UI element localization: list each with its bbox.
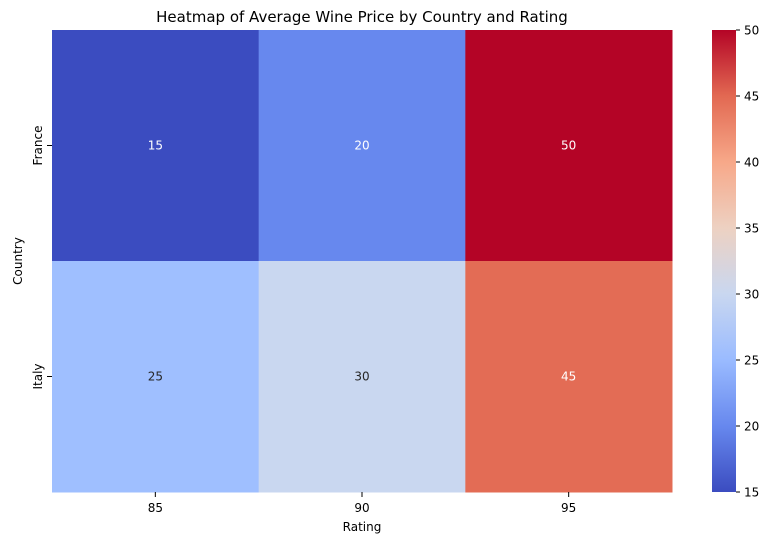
x-tick-label: 90 (354, 501, 369, 515)
x-tick-label: 95 (561, 501, 576, 515)
cell-value-label: 15 (148, 139, 163, 153)
chart-title: Heatmap of Average Wine Price by Country… (156, 8, 568, 26)
heatmap-cell (465, 261, 673, 493)
heatmap-cell (52, 261, 260, 493)
cell-value-label: 30 (354, 370, 369, 384)
colorbar-tick-label: 50 (744, 24, 759, 38)
cell-value-label: 45 (561, 370, 576, 384)
colorbar-tick-label: 35 (744, 222, 759, 236)
y-tick-label: France (31, 126, 45, 166)
colorbar-tick-label: 25 (744, 354, 759, 368)
colorbar (712, 30, 736, 492)
colorbar-ticks: 15 20 25 30 35 40 45 50 (736, 24, 759, 500)
x-axis-label: Rating (343, 520, 382, 534)
heatmap-cell (258, 261, 466, 493)
cell-value-label: 25 (148, 370, 163, 384)
x-tick-label: 85 (148, 501, 163, 515)
cell-value-label: 50 (561, 139, 576, 153)
heatmap-cell (52, 30, 260, 262)
x-axis: 85 90 95 (148, 492, 576, 515)
cell-value-label: 20 (354, 139, 369, 153)
colorbar-tick-label: 40 (744, 156, 759, 170)
cell-annotations: 15 20 50 25 30 45 (148, 139, 577, 384)
heatmap-cells (52, 30, 673, 493)
y-axis-label: Country (11, 237, 25, 285)
y-axis: France Italy (31, 126, 52, 390)
colorbar-tick-label: 15 (744, 486, 759, 500)
colorbar-tick-label: 30 (744, 288, 759, 302)
heatmap-cell (465, 30, 673, 262)
y-tick-label: Italy (31, 363, 45, 389)
heatmap-cell (258, 30, 466, 262)
colorbar-tick-label: 20 (744, 420, 759, 434)
colorbar-tick-label: 45 (744, 90, 759, 104)
